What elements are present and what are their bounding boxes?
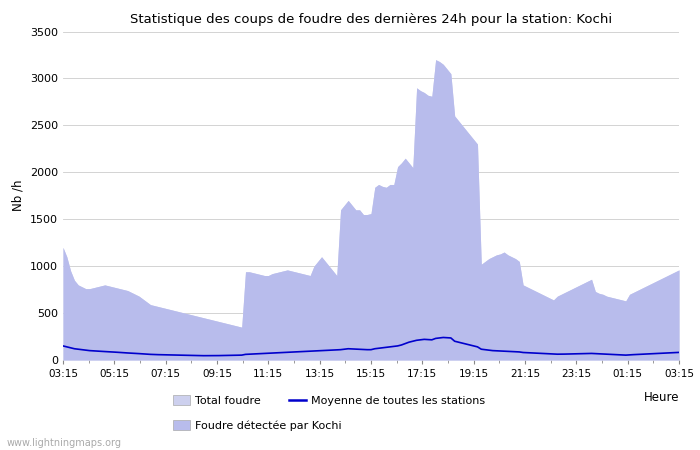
Y-axis label: Nb /h: Nb /h: [11, 180, 25, 211]
Legend: Foudre détectée par Kochi: Foudre détectée par Kochi: [174, 420, 342, 431]
Title: Statistique des coups de foudre des dernières 24h pour la station: Kochi: Statistique des coups de foudre des dern…: [130, 13, 612, 26]
Text: www.lightningmaps.org: www.lightningmaps.org: [7, 438, 122, 448]
Text: Heure: Heure: [643, 391, 679, 404]
